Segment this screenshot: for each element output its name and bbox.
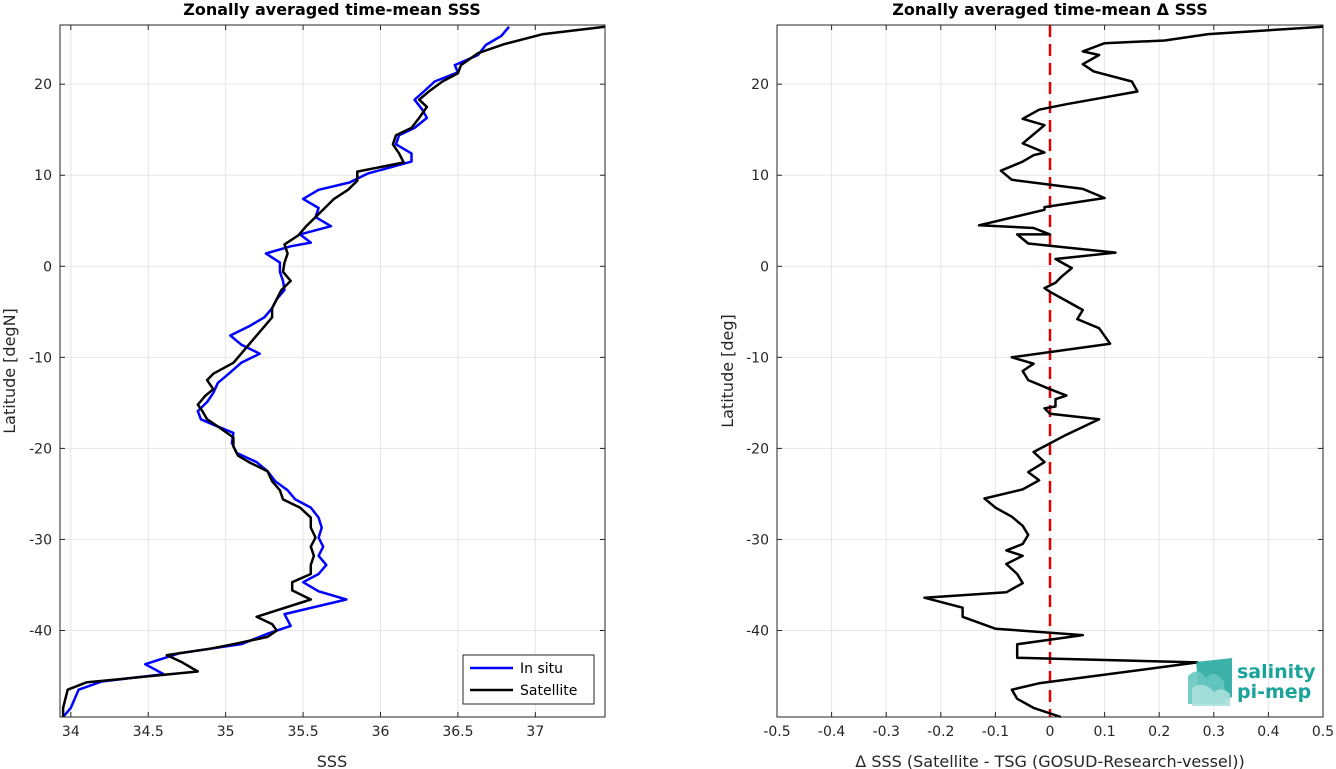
logo-text-salinity: salinity — [1237, 661, 1316, 683]
left-panel: 34 34.5 35 35.5 36 36.5 37 20 10 0 -10 -20 -30 -40 Zo… — [0, 0, 606, 769]
left-xtick-label: 36.5 — [442, 724, 473, 740]
left-title: Zonally averaged time-mean SSS — [183, 0, 481, 19]
right-panel: -0.5 -0.4 -0.3 -0.2 -0.1 0 0.1 0.2 0.3 0.4 0.5 20 10… — [718, 0, 1334, 769]
left-ytick-label: -20 — [29, 441, 52, 457]
left-plot-area — [60, 25, 605, 717]
left-xtick-label: 35 — [217, 724, 235, 740]
right-ytick-label: -20 — [746, 441, 769, 457]
right-xtick-label: -0.5 — [763, 724, 790, 740]
right-xtick-label: 0.3 — [1203, 724, 1225, 740]
left-xlabel: SSS — [317, 752, 347, 769]
left-ylabel: Latitude [degN] — [0, 308, 19, 434]
left-series-line-satellite — [61, 25, 606, 717]
right-axes-box — [776, 24, 1324, 718]
right-xtick-label: 0.5 — [1312, 724, 1334, 740]
left-ytick-label: -10 — [29, 350, 52, 366]
right-xtick-label: -0.4 — [818, 724, 845, 740]
left-xtick-label: 34.5 — [133, 724, 164, 740]
left-axes-box — [59, 24, 606, 718]
left-ytick-label: 0 — [43, 259, 52, 275]
legend-label-satellite: Satellite — [520, 683, 577, 699]
right-xtick-label: 0.4 — [1257, 724, 1279, 740]
left-ytick-label: 10 — [34, 168, 52, 184]
right-ytick-label: -40 — [746, 624, 769, 640]
right-series-line-delta-sss — [923, 25, 1324, 719]
right-ytick-label: 10 — [751, 168, 769, 184]
legend-box — [462, 654, 595, 705]
right-xtick-label: -0.3 — [873, 724, 900, 740]
salinity-pi-mep-logo: salinity pi-mep — [1188, 658, 1316, 706]
right-xtick-label: 0.1 — [1093, 724, 1115, 740]
left-xtick-label: 34 — [62, 724, 80, 740]
right-xtick-label: -0.1 — [982, 724, 1009, 740]
right-ytick-label: -30 — [746, 532, 769, 548]
right-tick-labels: -0.5 -0.4 -0.3 -0.2 -0.1 0 0.1 0.2 0.3 0.4 0.5 20 10… — [746, 25, 1334, 740]
left-ytick-label: -30 — [29, 532, 52, 548]
right-xtick-label: 0 — [1046, 724, 1055, 740]
left-grid — [60, 25, 605, 717]
right-title: Zonally averaged time-mean Δ SSS — [892, 0, 1208, 19]
left-xtick-label: 37 — [526, 724, 544, 740]
legend-label-in-situ: In situ — [520, 661, 563, 677]
logo-text-pi-mep: pi-mep — [1237, 681, 1311, 703]
right-ytick-label: -10 — [746, 350, 769, 366]
right-ytick-label: 20 — [751, 77, 769, 93]
left-ytick-label: -40 — [29, 624, 52, 640]
left-xtick-label: 35.5 — [287, 724, 318, 740]
left-series — [61, 25, 606, 718]
right-xlabel: Δ SSS (Satellite - TSG (GOSUD-Research-v… — [855, 752, 1244, 769]
right-xtick-label: 0.2 — [1148, 724, 1170, 740]
left-ytick-label: 20 — [34, 77, 52, 93]
right-series — [923, 25, 1324, 719]
right-ytick-label: 0 — [760, 259, 769, 275]
left-series-line-in-situ — [62, 25, 510, 718]
right-xtick-label: -0.2 — [927, 724, 954, 740]
left-xtick-label: 36 — [372, 724, 390, 740]
right-ylabel: Latitude [deg] — [718, 314, 737, 428]
legend: In situ Satellite — [462, 654, 595, 705]
logo-wave-icon — [1188, 658, 1232, 706]
left-tick-labels: 34 34.5 35 35.5 36 36.5 37 20 10 0 -10 -20 -30 -40 — [29, 25, 605, 740]
